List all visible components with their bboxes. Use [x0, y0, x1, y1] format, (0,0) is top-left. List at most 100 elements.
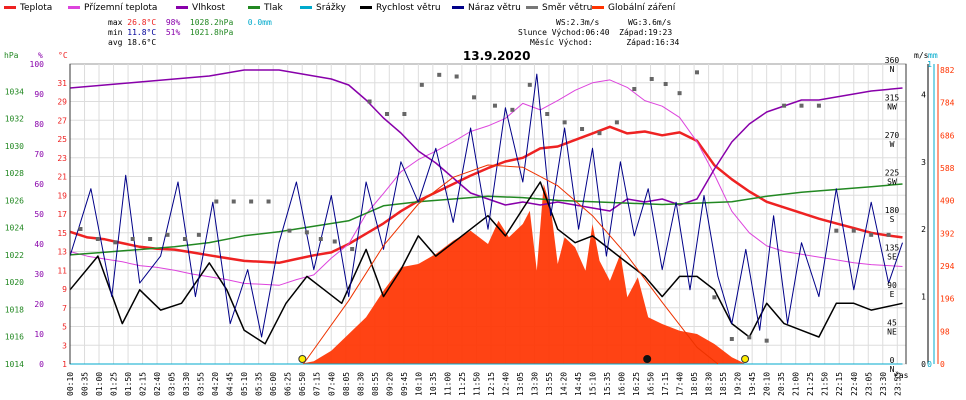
series-wind-direction-point — [545, 112, 550, 116]
legend-swatch — [4, 6, 16, 9]
x-tick-label: 04:20 — [211, 372, 220, 396]
direction-tick-label: 360 — [885, 56, 900, 65]
x-tick-label: 09:20 — [385, 372, 394, 396]
x-tick-label: 17:15 — [661, 372, 670, 396]
series-wind-direction-point — [869, 232, 874, 237]
series-wind-direction-point — [367, 99, 372, 104]
temp-tick-label: 5 — [62, 323, 67, 332]
x-tick-label: 11:25 — [458, 372, 467, 396]
series-wind-direction-point — [318, 237, 323, 241]
x-tick-label: 20:10 — [763, 372, 772, 396]
temp-tick-label: 3 — [62, 341, 67, 350]
series-wind-direction-point — [130, 237, 135, 241]
legend-item: Globální záření — [592, 3, 675, 15]
wind-tick-label: 3 — [921, 158, 926, 167]
series-wind-direction-point — [384, 112, 389, 116]
temp-tick-label: 21 — [57, 173, 67, 182]
wind-tick-label: 1 — [921, 293, 926, 302]
series-wind-direction-point — [614, 120, 619, 125]
legend-label: Směr větru — [542, 3, 593, 13]
direction-compass-label: N — [890, 65, 895, 74]
x-tick-label: 15:10 — [589, 372, 598, 396]
x-tick-label: 13:30 — [530, 372, 539, 396]
x-tick-label: 07:40 — [327, 372, 336, 396]
series-wind-direction-point — [113, 240, 118, 245]
x-tick-label: 02:15 — [139, 372, 148, 396]
temp-tick-label: 27 — [57, 116, 67, 125]
series-wind-direction-point — [214, 199, 219, 204]
radiation-tick-label: 882 — [940, 66, 955, 75]
wind-tick-label: 2 — [921, 225, 926, 234]
series-wind-direction-point — [350, 247, 355, 251]
avg-row: avg 18.6°C — [108, 38, 157, 47]
series-wind-direction-point — [472, 95, 477, 100]
series-wind-direction-point — [764, 338, 769, 343]
series-radiation-area — [70, 184, 903, 364]
x-tick-label: 14:45 — [574, 372, 583, 396]
legend-item: Srážky — [300, 3, 346, 15]
series-wind-direction-point — [437, 72, 442, 77]
x-tick-label: 02:40 — [153, 372, 162, 396]
rain-axis-unit: mm — [928, 51, 938, 60]
x-tick-label: 05:10 — [240, 372, 249, 396]
moon-row: Měsíc Východ: Západ:16:34 — [530, 38, 680, 47]
legend-label: Náraz větru — [468, 3, 521, 13]
series-rychlost-v-tru — [69, 181, 903, 345]
min-row: min 11.8°C 51% 1021.8hPa — [108, 28, 234, 37]
radiation-tick-label: 196 — [940, 295, 955, 304]
legend-label: Teplota — [20, 3, 53, 13]
series-n-raz-v-tru — [69, 73, 903, 338]
wind-axis-unit: m/s — [914, 51, 929, 60]
series-wind-direction-point — [304, 230, 309, 235]
legend-label: Přízemní teplota — [84, 3, 158, 13]
series-wind-direction-point — [332, 239, 337, 244]
radiation-tick-label: 490 — [940, 197, 955, 206]
legend-swatch — [592, 6, 604, 9]
rain-tick-label: 0 — [927, 360, 932, 369]
pressure-tick-label: 1018 — [5, 305, 24, 314]
series-wind-direction-point — [886, 232, 891, 237]
x-axis-label: čas — [894, 370, 909, 380]
humidity-tick-label: 40 — [34, 240, 44, 249]
humidity-tick-label: 80 — [34, 120, 44, 129]
direction-compass-label: W — [890, 140, 895, 149]
pressure-tick-label: 1014 — [5, 360, 24, 369]
series-wind-direction-point — [196, 232, 201, 237]
series-wind-direction-point — [249, 199, 254, 204]
legend-item: Rychlost větru — [360, 3, 441, 15]
temp-tick-label: 25 — [57, 135, 67, 144]
humidity-axis-unit: % — [38, 51, 43, 60]
direction-tick-label: 315 — [885, 94, 900, 103]
series-tlak — [69, 183, 903, 256]
series-wind-direction-point — [165, 232, 170, 237]
x-tick-label: 22:40 — [850, 372, 859, 396]
temp-tick-label: 11 — [57, 266, 67, 275]
humidity-tick-label: 10 — [34, 330, 44, 339]
pressure-tick-label: 1024 — [5, 224, 24, 233]
direction-compass-label: SW — [887, 178, 897, 187]
humidity-tick-label: 20 — [34, 300, 44, 309]
legend-swatch — [248, 6, 260, 9]
series-wind-direction-point — [782, 103, 787, 108]
x-tick-label: 11:00 — [443, 372, 452, 396]
legend-label: Rychlost větru — [376, 3, 441, 13]
temp-tick-label: 29 — [57, 98, 67, 107]
x-tick-label: 18:55 — [719, 372, 728, 396]
x-tick-label: 06:25 — [284, 372, 293, 396]
series-wind-direction-point — [747, 335, 752, 340]
series-wind-direction-point — [182, 237, 187, 241]
max-row: max 26.8°C 98% 1028.2hPa 0.0mm — [108, 18, 272, 27]
x-tick-label: 19:45 — [748, 372, 757, 396]
legend-item: Vlhkost — [176, 3, 225, 15]
series-wind-direction-point — [148, 237, 153, 241]
x-tick-label: 08:05 — [342, 372, 351, 396]
x-tick-label: 12:15 — [487, 372, 496, 396]
legend-label: Vlhkost — [192, 3, 225, 13]
direction-compass-label: N — [890, 365, 895, 374]
x-tick-label: 23:05 — [864, 372, 873, 396]
x-tick-label: 09:45 — [400, 372, 409, 396]
radiation-tick-label: 392 — [940, 229, 955, 238]
humidity-tick-label: 0 — [39, 360, 44, 369]
direction-compass-label: E — [890, 290, 895, 299]
